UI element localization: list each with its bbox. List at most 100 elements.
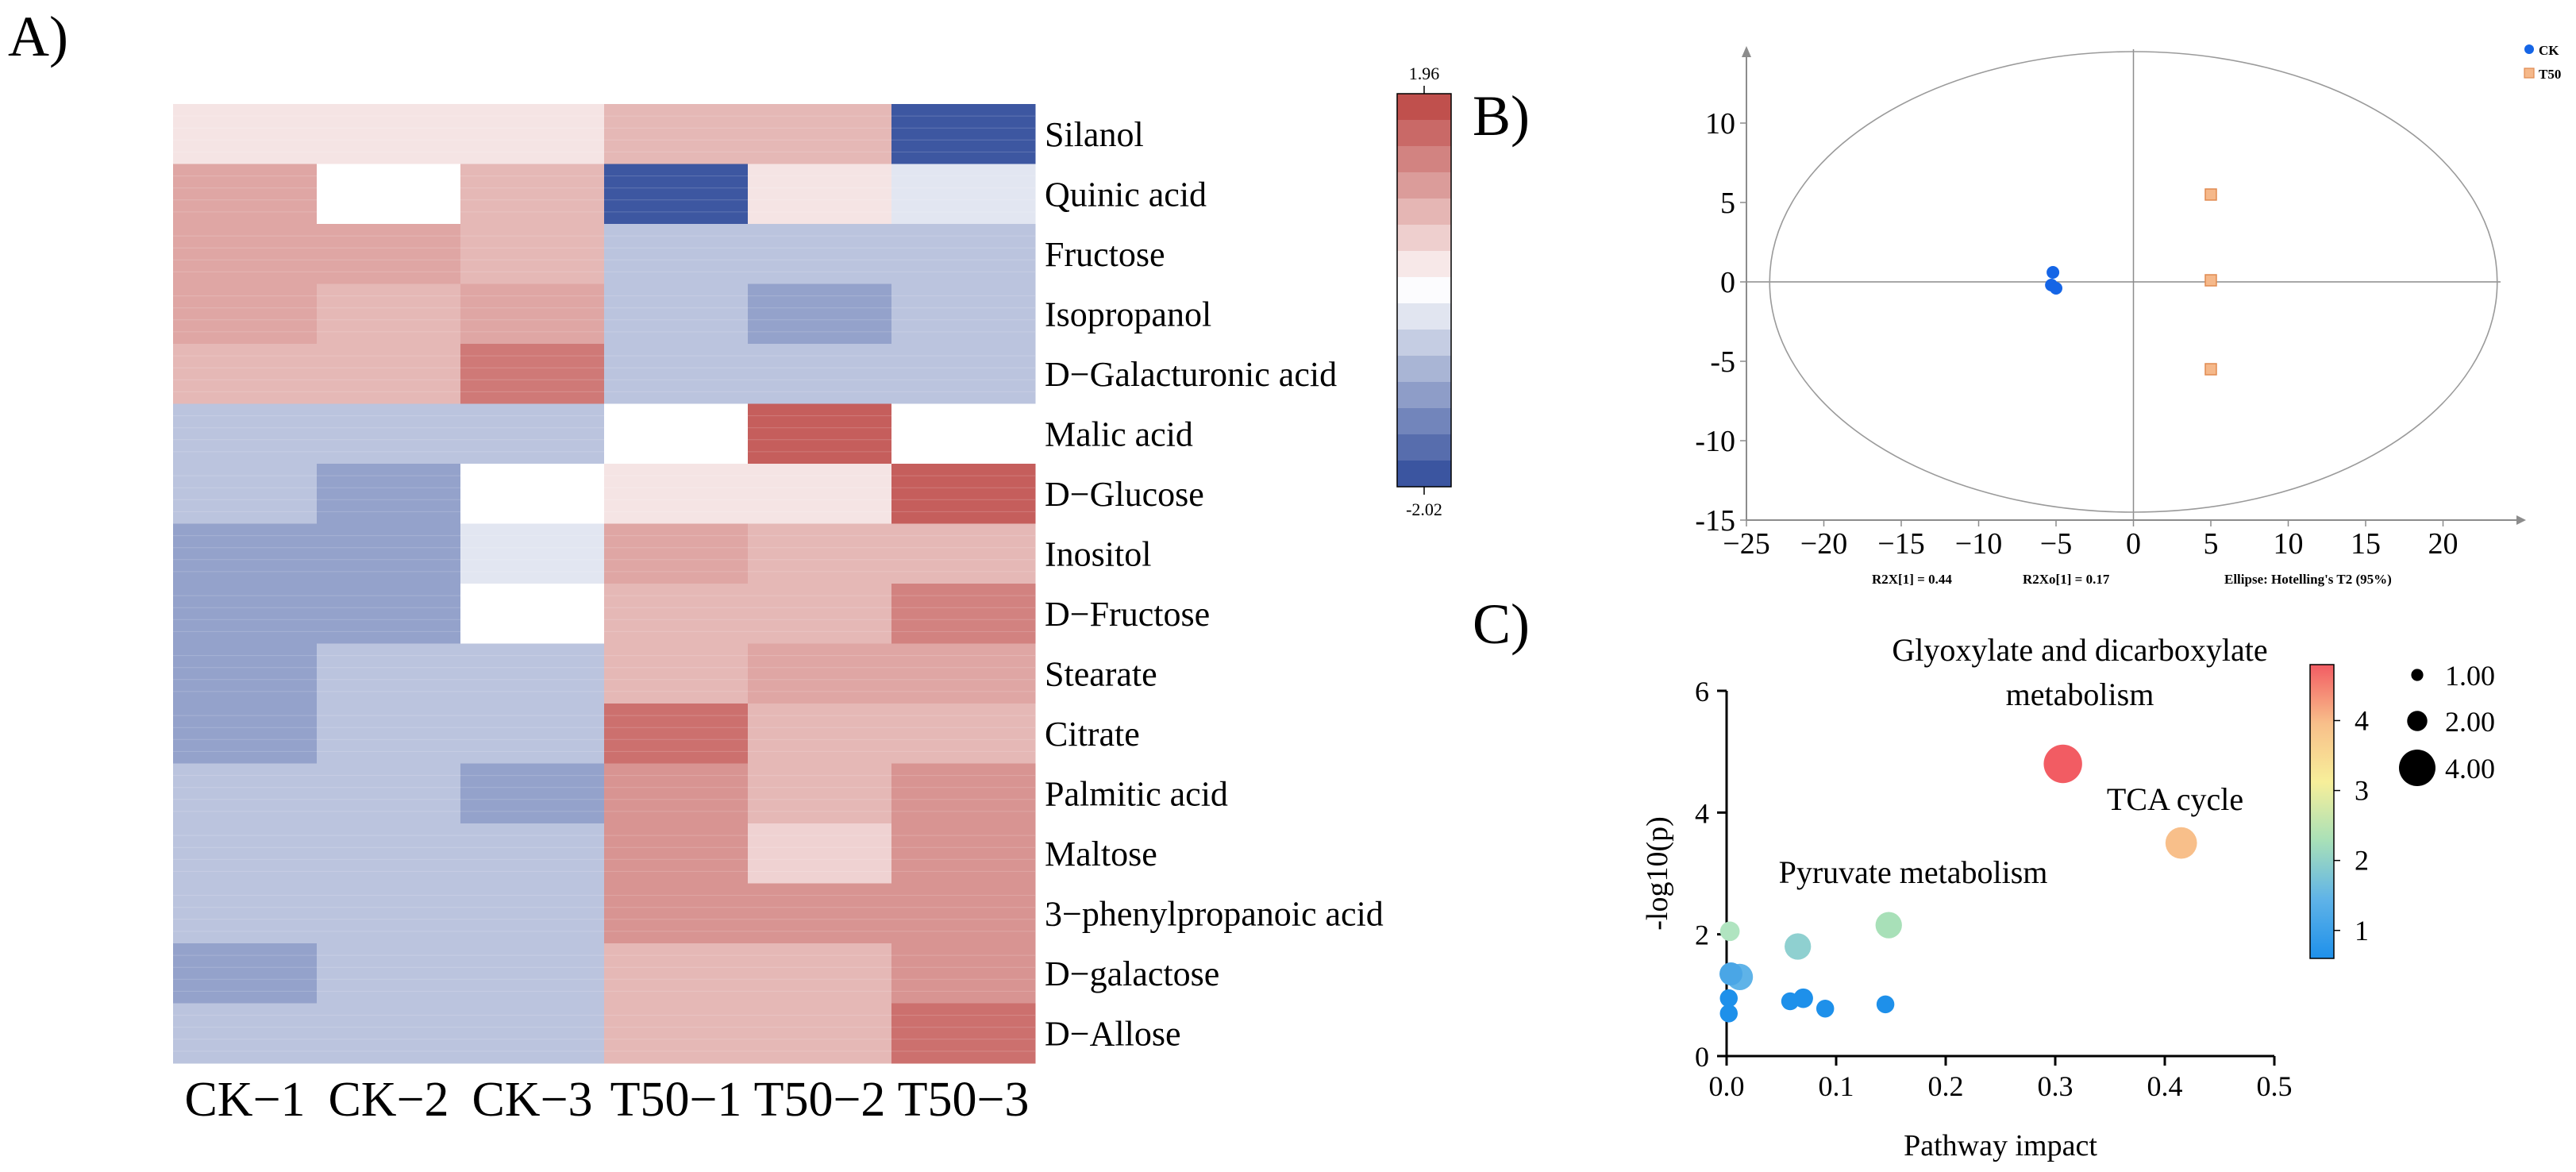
heatmap-cell — [604, 763, 749, 824]
heatmap-cell — [604, 823, 749, 884]
heatmap-cell — [748, 464, 892, 524]
heatmap-cell — [748, 224, 892, 284]
heatmap-cell — [173, 523, 318, 584]
size-legend-marker — [2411, 669, 2424, 681]
row-label: Maltose — [1045, 835, 1157, 873]
size-legend-label: 4.00 — [2445, 753, 2495, 785]
x-tick-label: −5 — [2040, 527, 2072, 561]
legend-swatch — [1397, 356, 1451, 383]
heatmap-color-legend: 1.96 -2.02 — [1396, 64, 1452, 519]
heatmap-cell — [460, 104, 605, 164]
row-label: D−Fructose — [1045, 595, 1210, 634]
x-tick-label: 5 — [2204, 527, 2219, 561]
heatmap-cell — [604, 1003, 749, 1064]
column-label: CK−1 — [184, 1073, 305, 1127]
heatmap-cell — [317, 943, 461, 1004]
heatmap-cell — [317, 344, 461, 404]
heatmap-cell — [173, 763, 318, 824]
heatmap-cell — [460, 883, 605, 944]
footnote: R2Xo[1] = 0.17 — [2023, 572, 2110, 587]
legend-swatch — [1397, 408, 1451, 435]
heatmap-cell — [317, 763, 461, 824]
row-label: Palmitic acid — [1045, 774, 1228, 813]
heatmap-cell — [173, 943, 318, 1004]
point-ck — [2047, 266, 2060, 279]
legend-marker-ck — [2524, 44, 2534, 54]
pathway-point — [1719, 921, 1740, 942]
x-tick-label: −25 — [1723, 527, 1769, 561]
heatmap-cell — [173, 1003, 318, 1064]
x-tick-label: 20 — [2428, 527, 2459, 561]
legend-swatch — [1397, 303, 1451, 330]
heatmap-cell — [173, 704, 318, 764]
x-tick-label: 0 — [2126, 527, 2141, 561]
size-legend-marker — [2407, 711, 2428, 731]
heatmap-cell — [604, 164, 749, 225]
row-label: D−Allose — [1045, 1014, 1180, 1053]
x-axis-label: Pathway impact — [1904, 1129, 2097, 1162]
heatmap-cell — [748, 823, 892, 884]
panel-label-a: A) — [8, 5, 68, 68]
heatmap-cell — [891, 643, 1036, 704]
heatmap-cell — [460, 164, 605, 225]
x-tick-label: 0.2 — [1928, 1070, 1964, 1102]
legend-max-label: 1.96 — [1409, 64, 1440, 83]
heatmap-cell — [604, 883, 749, 944]
row-label: D−galactose — [1045, 954, 1219, 993]
heatmap-cell — [748, 643, 892, 704]
legend-swatch — [1397, 199, 1451, 226]
heatmap-cell — [748, 943, 892, 1004]
heatmap-cell — [317, 704, 461, 764]
pathway-point — [2043, 744, 2082, 784]
heatmap-cell — [317, 283, 461, 345]
heatmap-cell — [748, 704, 892, 764]
legend-label-ck: CK — [2539, 43, 2559, 58]
panel-label-c: C) — [1473, 592, 1530, 656]
heatmap-cell — [891, 763, 1036, 824]
point-t50 — [2204, 363, 2217, 376]
heatmap-cell — [460, 283, 605, 345]
colorbar-tick-label: 3 — [2355, 775, 2369, 807]
row-label: Silanol — [1045, 115, 1144, 154]
legend-swatch — [1397, 94, 1451, 121]
column-label: T50−1 — [610, 1073, 742, 1127]
y-axis-arrow — [1742, 46, 1751, 57]
colorbar-tick-label: 1 — [2355, 915, 2369, 946]
legend-swatch — [1397, 120, 1451, 147]
point-t50 — [2204, 188, 2217, 201]
x-tick-label: 0.5 — [2257, 1070, 2293, 1102]
x-tick-label: 10 — [2274, 527, 2304, 561]
heatmap-cell — [173, 344, 318, 404]
heatmap-cell — [748, 164, 892, 225]
y-tick-label: 0 — [1695, 1041, 1709, 1073]
pathway-annotation: TCA cycle — [2107, 781, 2243, 817]
heatmap-cell — [748, 104, 892, 164]
heatmap-cell — [748, 344, 892, 404]
pathway-point — [1781, 992, 1800, 1011]
heatmap-cell — [891, 344, 1036, 404]
point-t50 — [2204, 274, 2217, 287]
y-tick-label: 4 — [1695, 797, 1709, 829]
heatmap-cell — [173, 823, 318, 884]
y-tick-label: -5 — [1710, 345, 1735, 379]
x-tick-label: 0.4 — [2147, 1070, 2183, 1102]
pathway-annotation: Pyruvate metabolism — [1779, 854, 2048, 890]
legend-swatch — [1397, 382, 1451, 409]
heatmap-cell — [317, 643, 461, 704]
row-label: 3−phenylpropanoic acid — [1045, 894, 1384, 933]
heatmap-cell — [460, 403, 605, 465]
pathway-point — [1719, 962, 1742, 985]
y-tick-label: 6 — [1695, 676, 1709, 707]
legend-swatch — [1397, 434, 1451, 461]
row-label: Quinic acid — [1045, 175, 1207, 214]
pathway-point — [1719, 1004, 1738, 1023]
heatmap-cell — [460, 643, 605, 704]
heatmap-cell — [748, 763, 892, 824]
heatmap-cell — [604, 584, 749, 644]
heatmap-cell — [317, 883, 461, 944]
y-tick-label: -10 — [1695, 425, 1735, 458]
size-legend-marker — [2399, 750, 2435, 786]
x-tick-label: −10 — [1955, 527, 2002, 561]
heatmap-cell — [173, 164, 318, 225]
y-tick-label: 0 — [1720, 266, 1735, 299]
